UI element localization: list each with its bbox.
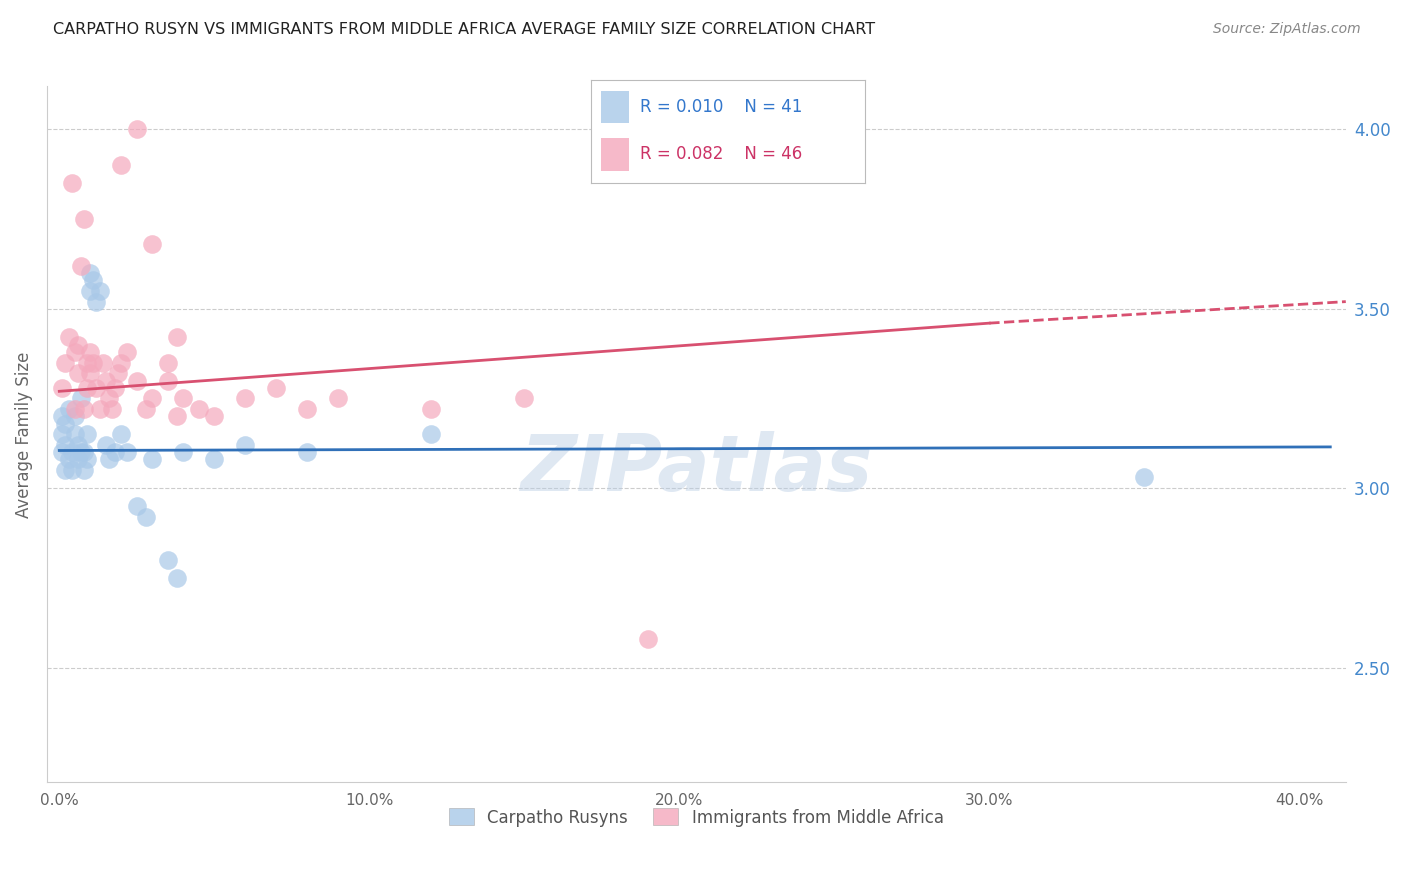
Text: R = 0.082    N = 46: R = 0.082 N = 46 [640, 145, 801, 163]
Point [60, 445, 83, 459]
Point [79, 344, 101, 359]
Text: CARPATHO RUSYN VS IMMIGRANTS FROM MIDDLE AFRICA AVERAGE FAMILY SIZE CORRELATION : CARPATHO RUSYN VS IMMIGRANTS FROM MIDDLE… [53, 22, 876, 37]
Point [125, 374, 148, 388]
Point [202, 409, 225, 424]
Point [58, 452, 80, 467]
Point [141, 452, 163, 467]
Point [94, 438, 117, 452]
Point [110, 427, 132, 442]
Point [135, 402, 157, 417]
Point [125, 122, 148, 136]
Point [97, 452, 120, 467]
Point [125, 499, 148, 513]
Point [70, 259, 93, 273]
Point [1133, 470, 1156, 484]
Point [66, 367, 89, 381]
Point [55, 417, 77, 431]
Point [55, 438, 77, 452]
Point [297, 402, 319, 417]
Point [76, 356, 98, 370]
Point [51, 381, 73, 395]
Point [513, 392, 536, 406]
Point [51, 427, 73, 442]
Point [76, 381, 98, 395]
Point [79, 266, 101, 280]
Point [86, 381, 108, 395]
Point [58, 330, 80, 344]
Point [70, 445, 93, 459]
Point [104, 445, 127, 459]
Point [420, 427, 443, 442]
Point [63, 409, 86, 424]
Point [141, 392, 163, 406]
Point [79, 284, 101, 298]
Legend: Carpatho Rusyns, Immigrants from Middle Africa: Carpatho Rusyns, Immigrants from Middle … [443, 802, 950, 833]
Point [156, 374, 179, 388]
Point [202, 452, 225, 467]
Y-axis label: Average Family Size: Average Family Size [15, 351, 32, 517]
Point [637, 632, 659, 646]
Text: Source: ZipAtlas.com: Source: ZipAtlas.com [1213, 22, 1361, 37]
Point [55, 463, 77, 477]
Point [166, 409, 188, 424]
Point [89, 284, 111, 298]
Point [117, 445, 139, 459]
Point [82, 273, 104, 287]
Text: R = 0.010    N = 41: R = 0.010 N = 41 [640, 98, 803, 116]
Point [51, 409, 73, 424]
Point [117, 344, 139, 359]
Point [63, 344, 86, 359]
Point [172, 445, 194, 459]
Point [156, 553, 179, 567]
Point [63, 402, 86, 417]
Point [73, 402, 96, 417]
Point [233, 392, 256, 406]
Point [101, 402, 124, 417]
Point [70, 392, 93, 406]
Point [166, 330, 188, 344]
Point [73, 463, 96, 477]
Point [156, 356, 179, 370]
Point [66, 438, 89, 452]
Point [187, 402, 209, 417]
Point [63, 427, 86, 442]
Point [86, 294, 108, 309]
Point [66, 337, 89, 351]
Point [110, 356, 132, 370]
Point [82, 356, 104, 370]
Point [328, 392, 350, 406]
Point [79, 367, 101, 381]
Point [233, 438, 256, 452]
Point [97, 392, 120, 406]
Point [73, 212, 96, 227]
Point [172, 392, 194, 406]
Point [94, 374, 117, 388]
Point [76, 452, 98, 467]
Point [76, 427, 98, 442]
Text: ZIPatlas: ZIPatlas [520, 431, 873, 508]
Point [297, 445, 319, 459]
Point [141, 237, 163, 252]
Point [135, 509, 157, 524]
Point [104, 381, 127, 395]
Point [55, 356, 77, 370]
Point [60, 463, 83, 477]
Point [166, 571, 188, 585]
Point [66, 452, 89, 467]
Point [107, 367, 129, 381]
Bar [602, 137, 628, 170]
Point [91, 356, 114, 370]
Point [89, 402, 111, 417]
Point [51, 445, 73, 459]
Point [110, 158, 132, 172]
Point [58, 402, 80, 417]
Point [420, 402, 443, 417]
Point [266, 381, 288, 395]
Point [60, 176, 83, 190]
Bar [602, 91, 628, 123]
Point [73, 445, 96, 459]
